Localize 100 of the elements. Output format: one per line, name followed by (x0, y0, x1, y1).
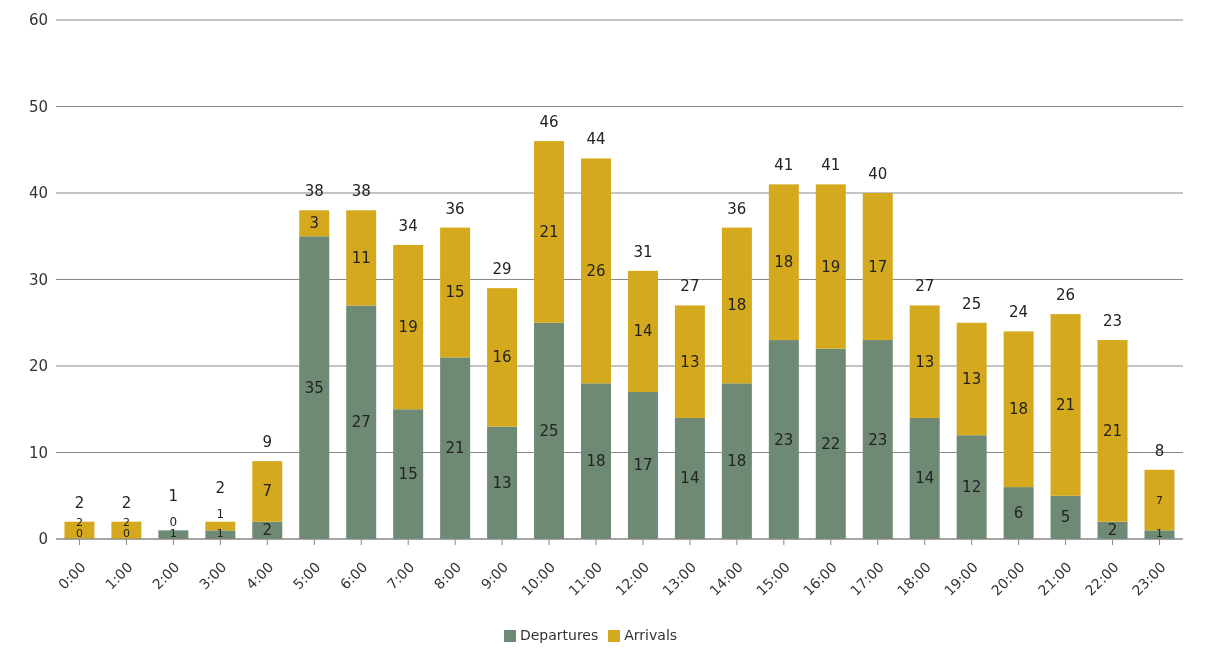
total-label: 2 (121, 493, 132, 512)
bar (534, 141, 565, 323)
bar (440, 227, 471, 358)
data-label: 23 (868, 430, 888, 449)
total-label: 27 (915, 277, 935, 296)
data-label: 17 (633, 456, 653, 475)
data-label: 26 (586, 261, 606, 280)
total-label: 40 (868, 165, 888, 183)
total-label: 38 (351, 182, 371, 201)
data-label: 16 (492, 348, 512, 367)
data-label: 5 (1060, 508, 1071, 527)
bar (346, 210, 377, 306)
total-label: 9 (262, 433, 273, 452)
bar (487, 426, 518, 539)
total-label: 29 (492, 260, 512, 279)
data-label: 0 (169, 515, 178, 530)
y-tick-label: 60 (28, 11, 48, 30)
total-label: 1 (168, 487, 179, 506)
data-label: 0 (122, 527, 130, 540)
total-label: 34 (398, 216, 418, 235)
bar (534, 322, 565, 539)
y-tick-label: 50 (28, 97, 48, 116)
bar (909, 305, 940, 418)
bar (1003, 487, 1034, 539)
total-label: 25 (962, 294, 982, 313)
total-label: 26 (1056, 286, 1076, 305)
bar (1144, 469, 1175, 531)
total-label: 38 (304, 182, 324, 201)
data-label: 21 (445, 439, 465, 458)
data-label: 19 (821, 257, 841, 276)
bar (815, 184, 846, 349)
total-label: 41 (821, 156, 841, 175)
bar (393, 244, 424, 410)
y-tick-label: 20 (28, 357, 48, 376)
bar (862, 340, 893, 539)
bar (1050, 495, 1081, 539)
data-label: 27 (351, 413, 371, 432)
bar (299, 210, 330, 237)
bar (580, 158, 611, 384)
data-label: 18 (774, 253, 794, 272)
data-label: 2 (262, 521, 273, 540)
data-label: 13 (962, 369, 982, 388)
legend-label: Departures (519, 627, 599, 643)
legend-label: Arrivals (624, 627, 678, 643)
total-label: 36 (727, 199, 747, 218)
bar (956, 435, 987, 539)
data-label: 18 (727, 452, 747, 471)
data-label: 0 (75, 527, 83, 540)
data-label: 1 (1155, 527, 1163, 540)
bar (487, 288, 518, 427)
data-label: 7 (1155, 493, 1163, 507)
data-label: 13 (680, 352, 700, 371)
data-label: 25 (539, 421, 559, 440)
total-label: 2 (74, 493, 85, 512)
bar (862, 193, 893, 341)
data-label: 18 (1009, 400, 1029, 419)
bar (815, 348, 846, 539)
data-label: 14 (680, 469, 700, 488)
total-label: 31 (633, 242, 653, 261)
data-label: 18 (727, 296, 747, 315)
y-tick-label: 0 (38, 530, 48, 549)
y-tick-label: 40 (28, 184, 48, 203)
data-label: 12 (962, 478, 982, 497)
data-label: 14 (915, 469, 935, 488)
bar (1097, 340, 1128, 522)
bar (1003, 331, 1034, 488)
bar (393, 409, 424, 539)
bar (674, 417, 705, 539)
data-label: 13 (915, 352, 935, 371)
bar (299, 236, 330, 539)
total-label: 41 (774, 156, 794, 175)
data-label: 14 (633, 322, 653, 341)
data-label: 22 (821, 434, 841, 453)
data-label: 19 (398, 318, 418, 337)
total-label: 27 (680, 277, 700, 296)
data-label: 7 (262, 482, 273, 501)
data-label: 6 (1013, 504, 1024, 523)
bar (205, 521, 236, 531)
data-label: 21 (539, 222, 559, 241)
bar (440, 357, 471, 539)
total-label: 23 (1102, 312, 1123, 331)
bar (627, 391, 658, 539)
bar (721, 227, 752, 384)
bar (252, 461, 283, 522)
data-label: 11 (351, 248, 371, 267)
total-label: 24 (1009, 303, 1029, 322)
bar (768, 340, 799, 539)
bar (580, 383, 611, 539)
data-label: 15 (398, 465, 418, 484)
data-label: 1 (216, 527, 224, 540)
bar (346, 305, 377, 539)
data-label: 21 (1056, 395, 1076, 414)
data-label: 35 (304, 378, 324, 397)
total-label: 36 (445, 199, 465, 218)
bar (627, 270, 658, 392)
bar (674, 305, 705, 418)
bar (768, 184, 799, 341)
total-label: 44 (586, 130, 606, 149)
data-label: 13 (492, 473, 512, 492)
bar (909, 417, 940, 539)
